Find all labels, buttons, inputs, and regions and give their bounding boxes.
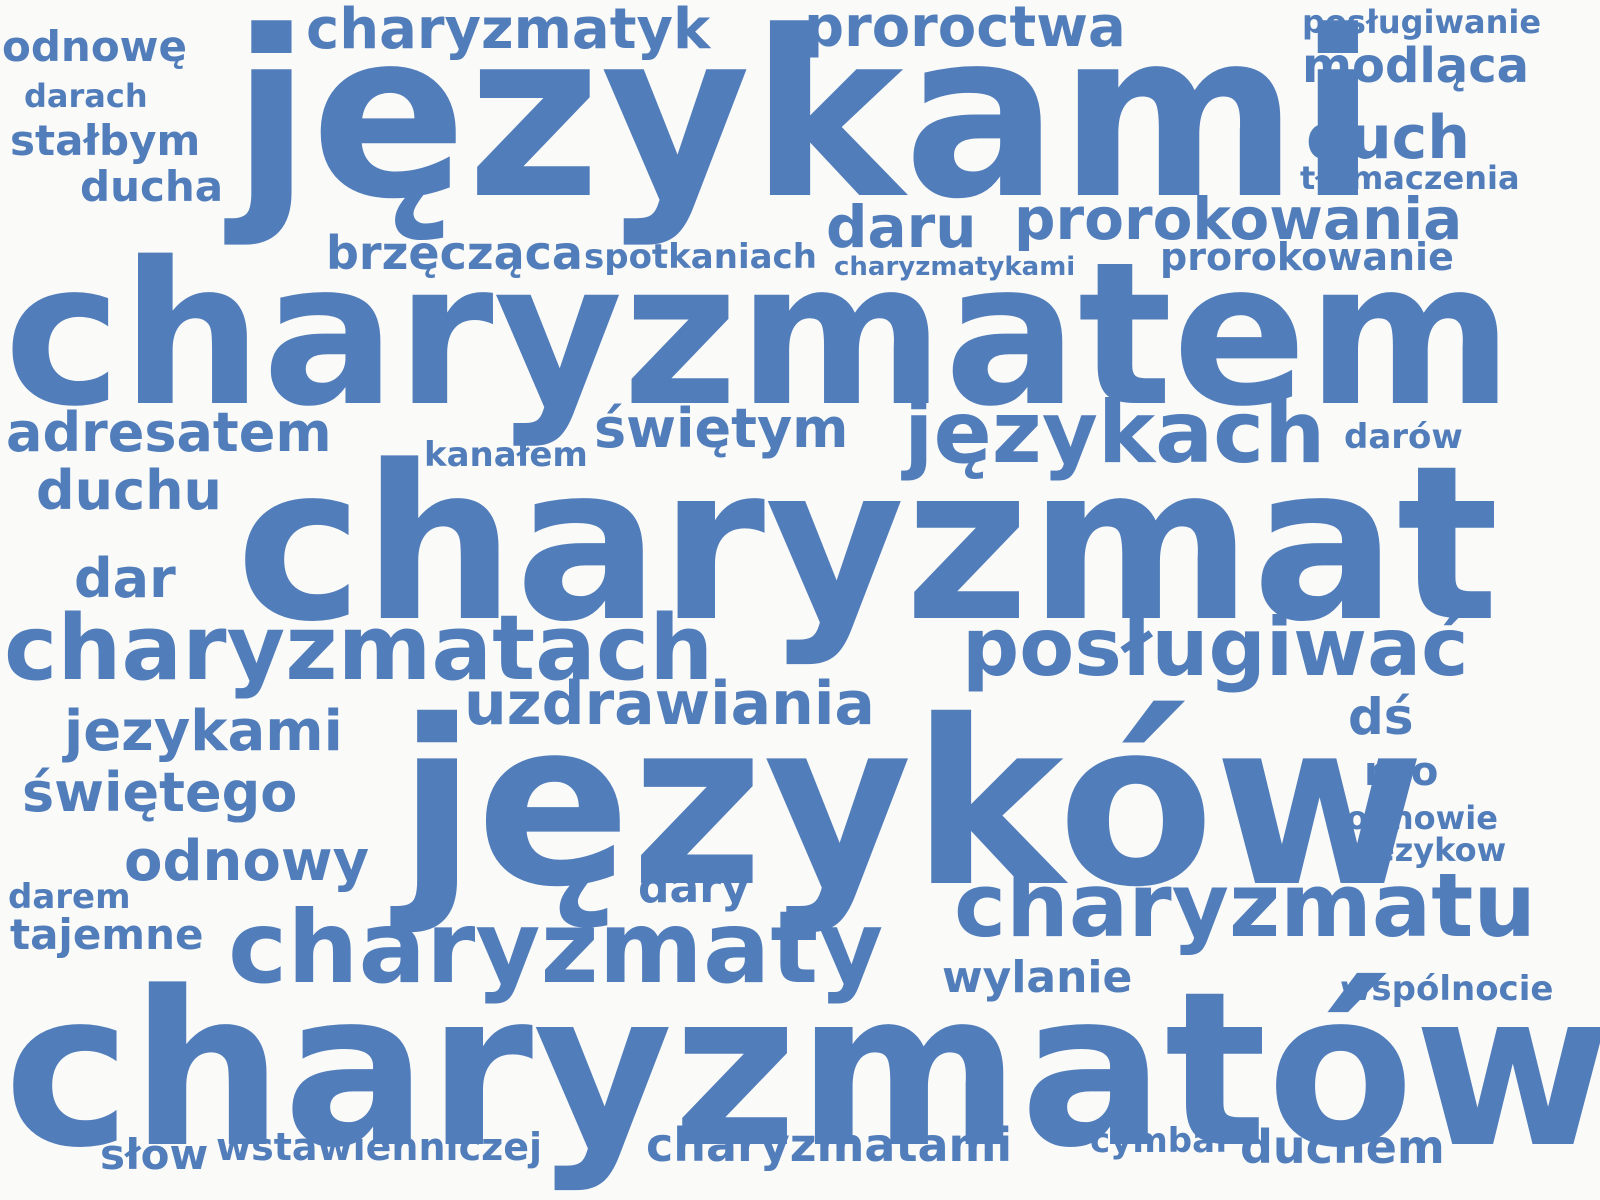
word: świętym bbox=[594, 397, 849, 460]
word: charyzmat bbox=[236, 420, 1499, 669]
word: charyzmatem bbox=[4, 219, 1514, 450]
word: charyzmatów bbox=[4, 946, 1600, 1195]
word: prorokowania bbox=[1014, 185, 1463, 253]
word: charyzmatykami bbox=[834, 252, 1076, 282]
word: charyzmatami bbox=[646, 1118, 1013, 1172]
word: duchu bbox=[36, 459, 222, 522]
word: proroctwa bbox=[804, 0, 1126, 60]
word: adresatem bbox=[6, 401, 332, 464]
word: daru bbox=[826, 193, 977, 261]
word: dś bbox=[1348, 688, 1414, 746]
word: wspólnocie bbox=[1340, 969, 1554, 1009]
word: słów bbox=[100, 1130, 209, 1179]
word: brzęcząca bbox=[326, 226, 583, 280]
word: posługiwanie bbox=[1302, 3, 1542, 41]
word: świętego bbox=[22, 761, 298, 824]
word: prorokowanie bbox=[1160, 235, 1454, 279]
word: kanałem bbox=[424, 435, 588, 475]
word: językami bbox=[232, 0, 1378, 250]
word: duch bbox=[1306, 103, 1470, 173]
word: ducha bbox=[80, 162, 224, 211]
word: charyzmaty bbox=[228, 889, 884, 1006]
word: tłumaczenia bbox=[1300, 159, 1520, 197]
word: duchem bbox=[1240, 1120, 1445, 1174]
word: dary bbox=[638, 862, 750, 913]
word: odnowę bbox=[2, 22, 187, 71]
word: jezykami bbox=[64, 699, 343, 764]
word: wstawienniczej bbox=[216, 1125, 543, 1169]
word: tajemne bbox=[10, 910, 204, 959]
word: dar bbox=[74, 547, 176, 610]
word: charyzmatyk bbox=[306, 0, 711, 62]
word: charyzmatu bbox=[954, 854, 1536, 957]
word: posługiwać bbox=[962, 601, 1469, 694]
word: języków bbox=[398, 671, 1425, 937]
word: charyzmatach bbox=[4, 596, 714, 701]
word: darem bbox=[8, 877, 131, 917]
word: cymbał bbox=[1090, 1121, 1228, 1161]
word: darów bbox=[1344, 417, 1463, 457]
word: darach bbox=[24, 77, 148, 115]
word: odnowie bbox=[1346, 799, 1498, 837]
word: jezykow bbox=[1362, 831, 1507, 869]
word: modląca bbox=[1302, 38, 1530, 94]
word: spotkaniach bbox=[584, 237, 817, 277]
word: stałbym bbox=[10, 116, 201, 165]
word: odnowy bbox=[124, 829, 370, 894]
word: językach bbox=[904, 383, 1326, 483]
word: wylanie bbox=[942, 952, 1133, 1003]
word: reo bbox=[1364, 749, 1439, 795]
word: uzdrawiania bbox=[464, 669, 875, 739]
